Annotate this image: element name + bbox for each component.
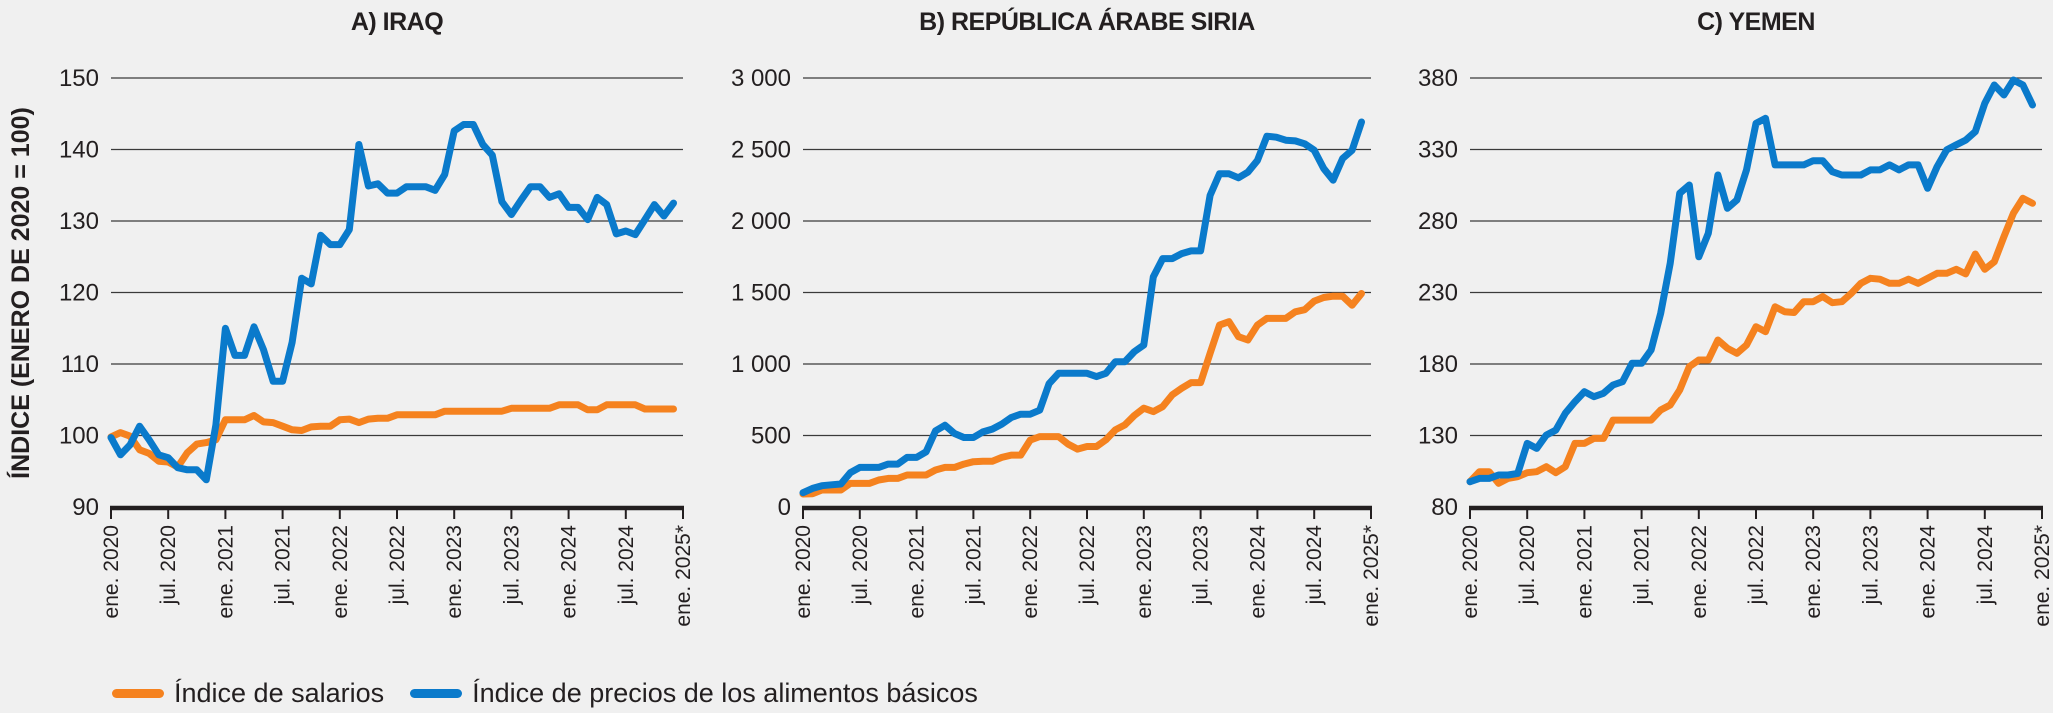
x-tick-label: ene. 2023 [1133, 525, 1156, 618]
x-tick-label: jul. 2021 [1631, 525, 1654, 605]
x-tick-label: ene. 2024 [1917, 525, 1940, 619]
legend-item-wages: Índice de salarios [112, 678, 384, 709]
y-tick-label: 130 [59, 208, 99, 235]
legend-swatch-food-prices [410, 688, 463, 698]
y-tick-label: 280 [1418, 208, 1458, 235]
x-tick-label: ene. 2022 [1688, 525, 1711, 618]
x-tick-label: jul. 2024 [615, 525, 638, 606]
panel-title-yemen: C) YEMEN [1697, 8, 1815, 36]
x-tick-label: jul. 2021 [272, 525, 295, 605]
x-tick-label: jul. 2020 [849, 525, 872, 605]
y-tick-label: 230 [1418, 280, 1458, 307]
series-line-wages [107, 401, 677, 471]
panel-title-syria: B) REPÚBLICA ÁRABE SIRIA [919, 6, 1255, 36]
y-tick-label: 180 [1418, 351, 1458, 378]
series-line-food-prices [1466, 76, 2036, 486]
panel-iraq: A) IRAQ 90 100 110 120 130 140 150 ene. 2020 jul.… [59, 8, 695, 627]
y-tick-label: 500 [751, 423, 791, 450]
y-tick-label: 90 [72, 494, 99, 521]
legend-label-food-prices: Índice de precios de los alimentos básic… [472, 677, 978, 708]
legend-item-food-prices: Índice de precios de los alimentos básic… [410, 678, 978, 709]
series-line-wages [799, 290, 1365, 498]
y-tick-label: 330 [1418, 137, 1458, 164]
x-tick-label: jul. 2024 [1303, 525, 1326, 606]
legend-swatch-wages [112, 688, 164, 698]
x-tick-label: ene. 2025* [1360, 525, 1383, 627]
x-tick-label: ene. 2021 [906, 525, 929, 618]
y-tick-label: 130 [1418, 423, 1458, 450]
x-tick-label: ene. 2023 [1802, 525, 1825, 618]
x-tick-label: jul. 2021 [962, 525, 985, 605]
x-tick-label: ene. 2025* [672, 525, 695, 627]
x-tick-label: ene. 2024 [558, 525, 581, 619]
x-tick-label: jul. 2022 [386, 525, 409, 605]
panel-syria: B) REPÚBLICA ÁRABE SIRIA 0 500 1 000 1 500 2 … [731, 6, 1383, 627]
x-tick-label: ene. 2021 [1573, 525, 1596, 618]
y-tick-label: 1 500 [731, 280, 791, 307]
x-tick-label: jul. 2023 [1190, 525, 1213, 605]
y-tick-label: 100 [59, 423, 99, 450]
x-tick-label: jul. 2022 [1745, 525, 1768, 605]
y-axis-title: ÍNDICE (ENERO DE 2020 = 100) [6, 107, 35, 479]
y-tick-label: 120 [59, 280, 99, 307]
series-line-wages [1466, 194, 2036, 487]
y-tick-label: 3 000 [731, 65, 791, 92]
series-line-food-prices [799, 118, 1365, 497]
y-tick-label: 140 [59, 137, 99, 164]
y-tick-label: 2 000 [731, 208, 791, 235]
panel-title-iraq: A) IRAQ [351, 8, 443, 36]
x-tick-label: jul. 2023 [500, 525, 523, 605]
x-tick-label: ene. 2020 [100, 525, 123, 618]
y-tick-label: 2 500 [731, 137, 791, 164]
y-tick-label: 1 000 [731, 351, 791, 378]
x-tick-label: ene. 2025* [2031, 525, 2053, 627]
x-tick-label: jul. 2022 [1076, 525, 1099, 605]
x-tick-label: ene. 2022 [329, 525, 352, 618]
panel-yemen: C) YEMEN 80 130 180 230 280 330 380 ene. 2020 jul… [1418, 8, 2053, 627]
x-tick-label: jul. 2020 [1516, 525, 1539, 605]
x-tick-label: jul. 2023 [1859, 525, 1882, 605]
y-tick-label: 150 [59, 65, 99, 92]
x-tick-label: jul. 2020 [157, 525, 180, 605]
series-line-food-prices [107, 121, 677, 484]
y-tick-label: 110 [61, 351, 99, 378]
legend-label-wages: Índice de salarios [174, 677, 385, 708]
x-tick-label: ene. 2020 [792, 525, 815, 618]
legend: Índice de salarios Índice de precios de … [112, 673, 978, 713]
y-tick-label: 80 [1431, 494, 1458, 521]
x-tick-label: ene. 2024 [1246, 525, 1269, 619]
y-tick-label: 380 [1418, 65, 1458, 92]
x-tick-label: ene. 2020 [1459, 525, 1482, 618]
x-tick-label: ene. 2022 [1019, 525, 1042, 618]
x-tick-label: ene. 2023 [443, 525, 466, 618]
y-tick-label: 0 [778, 494, 791, 521]
x-tick-label: ene. 2021 [214, 525, 237, 618]
x-tick-label: jul. 2024 [1974, 525, 1997, 606]
